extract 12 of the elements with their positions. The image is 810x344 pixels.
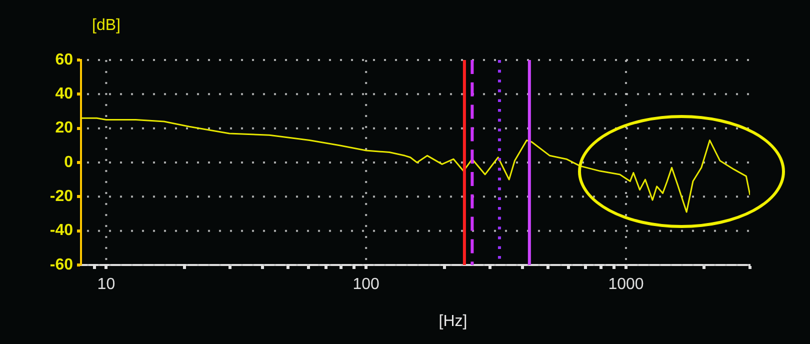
x-tick-label: 100 [352,276,380,294]
x-tick-label: 10 [97,276,116,294]
y-tick-label: -40 [50,222,74,240]
y-tick-label: -60 [50,256,74,274]
y-tick-label: 60 [55,51,74,68]
y-tick-label: 20 [55,120,74,137]
y-tick-label: 40 [55,86,74,103]
x-axis-title: [Hz] [438,313,468,330]
y-tick-label: 0 [64,154,74,171]
y-tick-label: -20 [50,188,74,206]
x-tick-label: 1000 [608,276,644,294]
y-axis-title: [dB] [92,17,120,34]
